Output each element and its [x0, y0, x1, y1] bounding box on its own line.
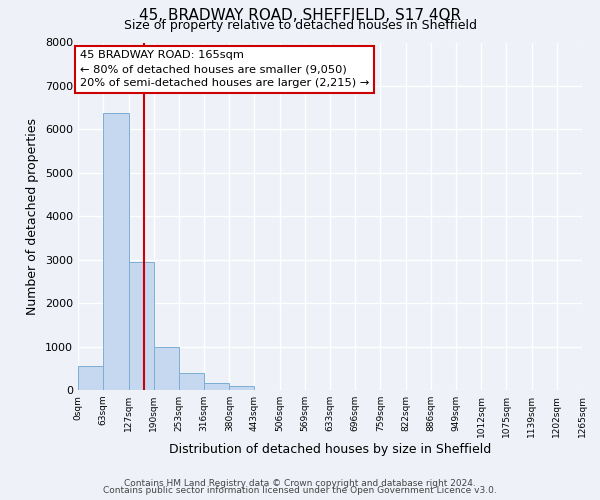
Bar	[204, 383, 229, 390]
Bar	[154, 347, 179, 390]
Text: Contains HM Land Registry data © Crown copyright and database right 2024.: Contains HM Land Registry data © Crown c…	[124, 478, 476, 488]
Bar	[229, 386, 254, 390]
Text: 45, BRADWAY ROAD, SHEFFIELD, S17 4QR: 45, BRADWAY ROAD, SHEFFIELD, S17 4QR	[139, 8, 461, 22]
Text: 45 BRADWAY ROAD: 165sqm
← 80% of detached houses are smaller (9,050)
20% of semi: 45 BRADWAY ROAD: 165sqm ← 80% of detache…	[80, 50, 369, 88]
Bar	[128, 262, 154, 390]
Bar	[179, 374, 204, 390]
Bar	[78, 366, 103, 390]
Bar	[103, 113, 128, 390]
Text: Contains public sector information licensed under the Open Government Licence v3: Contains public sector information licen…	[103, 486, 497, 495]
Text: Size of property relative to detached houses in Sheffield: Size of property relative to detached ho…	[124, 19, 476, 32]
X-axis label: Distribution of detached houses by size in Sheffield: Distribution of detached houses by size …	[169, 442, 491, 456]
Y-axis label: Number of detached properties: Number of detached properties	[26, 118, 40, 315]
